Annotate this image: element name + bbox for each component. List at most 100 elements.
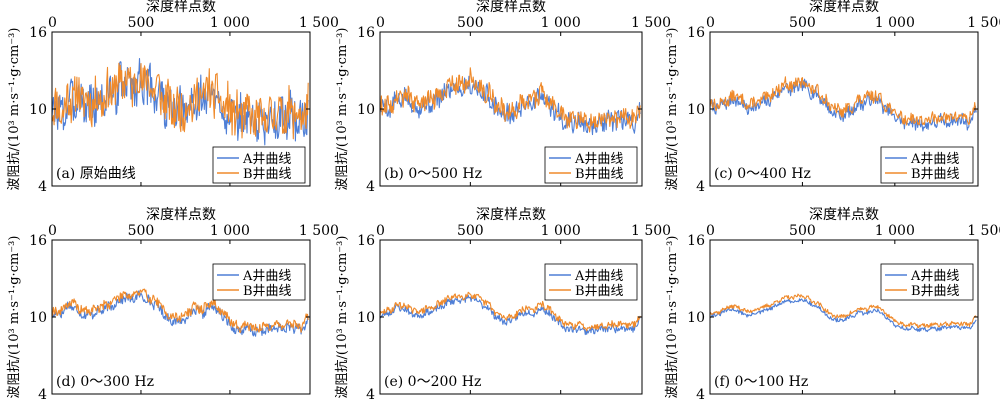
y-tick-label: 16 [357, 233, 375, 249]
legend-box [544, 263, 638, 301]
x-tick-label: 500 [128, 223, 155, 239]
legend-entry: A井曲线 [910, 152, 959, 167]
legend-entry: A井曲线 [574, 152, 623, 167]
legend-box [880, 263, 974, 301]
x-tick-label: 1 000 [210, 223, 250, 239]
panel-label: (d) 0～300 Hz [56, 374, 154, 390]
x-axis-label: 深度样点数 [146, 207, 216, 223]
x-tick-label: 0 [48, 15, 57, 31]
y-tick-label: 16 [687, 25, 705, 41]
y-tick-label: 4 [38, 387, 47, 403]
y-tick-label: 10 [687, 102, 705, 118]
panel-label: (b) 0～500 Hz [384, 166, 482, 182]
y-tick-label: 10 [687, 310, 705, 326]
y-tick-label: 10 [357, 102, 375, 118]
x-axis-label: 深度样点数 [476, 0, 546, 15]
x-tick-label: 500 [457, 15, 484, 31]
x-tick-label: 1 000 [541, 15, 581, 31]
y-axis-label: 波阻抗/(10³ m·s⁻¹·g·cm⁻³) [7, 28, 22, 191]
y-tick-label: 16 [357, 25, 375, 41]
y-tick-label: 16 [687, 233, 705, 249]
x-tick-label: 500 [789, 15, 816, 31]
y-tick-label: 4 [696, 387, 705, 403]
legend-box [212, 263, 306, 301]
y-tick-label: 4 [696, 179, 705, 195]
x-axis-label: 深度样点数 [809, 0, 879, 15]
series-line-b [380, 67, 641, 133]
legend-entry: B井曲线 [575, 284, 624, 299]
x-tick-label: 1 500 [631, 223, 671, 239]
series-line-a [52, 57, 309, 146]
series-line-b [380, 291, 641, 332]
y-tick-label: 4 [38, 179, 47, 195]
series-line-b [710, 76, 977, 126]
x-tick-label: 1 000 [210, 15, 250, 31]
legend-entry: B井曲线 [243, 167, 292, 182]
x-tick-label: 1 500 [631, 15, 671, 31]
y-axis-label: 波阻抗/(10³ m·s⁻¹·g·cm⁻³) [335, 236, 350, 399]
x-tick-label: 500 [789, 223, 816, 239]
series-line-b [52, 288, 309, 333]
legend-entry: B井曲线 [575, 167, 624, 182]
x-tick-label: 0 [376, 15, 385, 31]
x-axis-label: 深度样点数 [809, 207, 879, 223]
x-tick-label: 1 500 [299, 15, 339, 31]
legend-entry: A井曲线 [910, 269, 959, 284]
panel-label: (a) 原始曲线 [56, 166, 136, 182]
x-tick-label: 1 500 [967, 223, 1000, 239]
y-axis-label: 波阻抗/(10³ m·s⁻¹·g·cm⁻³) [665, 28, 680, 191]
y-axis-label: 波阻抗/(10³ m·s⁻¹·g·cm⁻³) [335, 28, 350, 191]
legend-box [212, 146, 306, 184]
x-tick-label: 0 [706, 15, 715, 31]
y-tick-label: 10 [29, 102, 47, 118]
plot-frame [709, 239, 979, 395]
x-tick-label: 500 [128, 15, 155, 31]
legend-entry: A井曲线 [242, 269, 291, 284]
x-tick-label: 1 000 [875, 15, 915, 31]
legend-box [544, 146, 638, 184]
panel-label: (e) 0～200 Hz [384, 374, 481, 390]
panel-label: (c) 0～400 Hz [714, 166, 811, 182]
panel-label: (f) 0～100 Hz [714, 374, 808, 390]
y-axis-label: 波阻抗/(10³ m·s⁻¹·g·cm⁻³) [665, 236, 680, 399]
x-tick-label: 1 000 [541, 223, 581, 239]
series-line-a [710, 298, 977, 333]
x-tick-label: 500 [457, 223, 484, 239]
x-tick-label: 0 [48, 223, 57, 239]
x-tick-label: 1 500 [967, 15, 1000, 31]
series-line-b [710, 293, 977, 329]
x-axis-label: 深度样点数 [476, 207, 546, 223]
x-tick-label: 1 000 [875, 223, 915, 239]
x-axis-label: 深度样点数 [146, 0, 216, 15]
y-tick-label: 16 [29, 233, 47, 249]
series-line-b [52, 62, 309, 140]
series-line-a [52, 290, 309, 337]
legend-box [880, 146, 974, 184]
x-tick-label: 0 [376, 223, 385, 239]
y-tick-label: 4 [366, 179, 375, 195]
legend-entry: A井曲线 [242, 152, 291, 167]
legend-entry: A井曲线 [574, 269, 623, 284]
legend-entry: B井曲线 [911, 284, 960, 299]
x-tick-label: 1 500 [299, 223, 339, 239]
y-tick-label: 10 [357, 310, 375, 326]
y-tick-label: 4 [366, 387, 375, 403]
series-line-a [380, 75, 641, 136]
y-tick-label: 16 [29, 25, 47, 41]
x-tick-label: 0 [706, 223, 715, 239]
y-tick-label: 10 [29, 310, 47, 326]
legend-entry: B井曲线 [243, 284, 292, 299]
